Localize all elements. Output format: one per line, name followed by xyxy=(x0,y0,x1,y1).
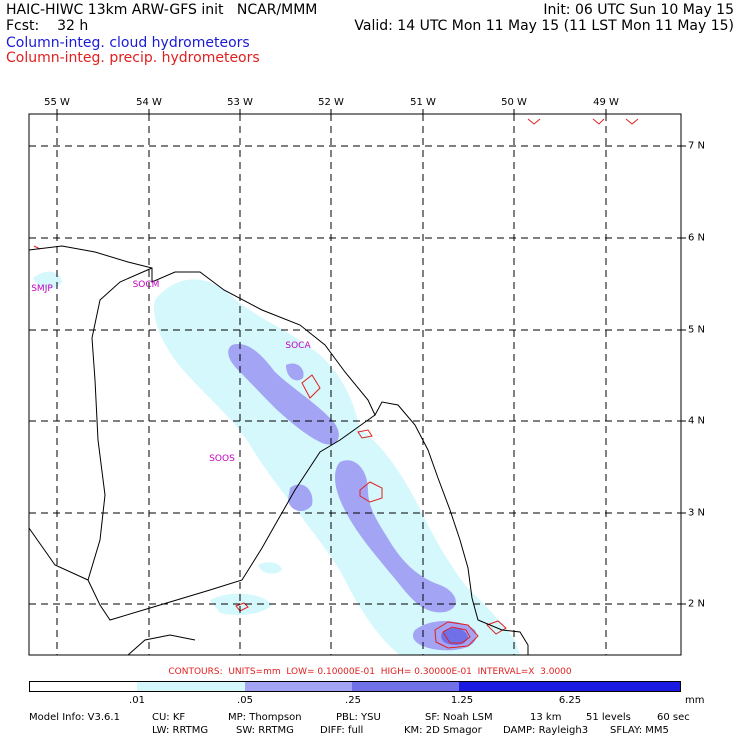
lon-label-50w: 50 W xyxy=(501,97,527,108)
cloud-medium-band-south xyxy=(335,460,456,613)
valid-time: Valid: 14 UTC Mon 11 May 15 (11 LST Mon … xyxy=(354,18,734,34)
colorbar-segment-heavy xyxy=(351,682,459,691)
lat-label-3n: 3 N xyxy=(688,507,706,519)
legend-cloud-hydrometeors: Column-integ. cloud hydrometeors xyxy=(6,35,250,51)
lat-lon-grid xyxy=(29,114,681,655)
precip-contour-8 xyxy=(527,118,541,125)
lon-label-51w: 51 W xyxy=(410,97,436,108)
footer-timestep: 60 sec xyxy=(657,712,690,723)
footer-km: KM: 2D Smagor xyxy=(404,725,482,736)
precip-contour-10 xyxy=(625,118,639,125)
footer-model-info: Model Info: V3.6.1 xyxy=(29,712,120,723)
forecast-hour: Fcst: 32 h xyxy=(6,18,88,34)
border-south xyxy=(127,634,196,655)
cloud-heavy-shading xyxy=(441,627,468,646)
colorbar-tick-1: .01 xyxy=(129,695,145,706)
border-east xyxy=(87,414,376,621)
cloud-light-area-mid xyxy=(258,562,282,574)
lat-label-4n: 4 N xyxy=(688,415,706,427)
colorbar-segment-white xyxy=(30,682,138,691)
precip-contour-9 xyxy=(592,118,605,125)
precip-contour-5 xyxy=(434,621,479,649)
station-soca: SOCA xyxy=(285,341,311,351)
axis-ticks xyxy=(56,109,686,605)
station-smjp: SMJP xyxy=(31,284,53,294)
colorbar-segment-medium xyxy=(244,682,352,691)
footer-sw: SW: RRTMG xyxy=(236,725,294,736)
footer-lw: LW: RRTMG xyxy=(152,725,209,736)
map-frame xyxy=(28,113,682,656)
map-title-line: HAIC-HIWC 13km ARW-GFS init NCAR/MMM xyxy=(6,2,317,18)
precip-contours xyxy=(33,118,639,649)
land-outlines xyxy=(29,245,529,655)
precip-contour-1 xyxy=(301,374,321,399)
footer-resolution: 13 km xyxy=(530,712,562,723)
colorbar xyxy=(29,681,681,692)
precip-contour-7 xyxy=(486,620,507,635)
precip-contour-3 xyxy=(359,481,383,503)
cloud-medium-band-north xyxy=(228,344,339,445)
colorbar-tick-5: 6.25 xyxy=(558,695,582,706)
colorbar-segment-light xyxy=(137,682,245,691)
map-title: HAIC-HIWC 13km ARW-GFS init xyxy=(6,2,224,18)
colorbar-tick-2: .05 xyxy=(237,695,253,706)
precip-contour-2 xyxy=(357,429,373,439)
footer-diff: DIFF: full xyxy=(320,725,364,736)
forecast-label: Fcst: xyxy=(6,18,40,34)
footer-cu: CU: KF xyxy=(152,712,186,723)
station-socm: SOCM xyxy=(132,280,160,290)
lat-label-5n: 5 N xyxy=(688,324,706,336)
init-time: Init: 06 UTC Sun 10 May 15 xyxy=(543,2,734,18)
lon-label-49w: 49 W xyxy=(593,97,619,108)
cloud-medium-coast-spot xyxy=(286,363,304,381)
cloud-light-area-west xyxy=(33,271,62,290)
footer-sf: SF: Noah LSM xyxy=(425,712,493,723)
agency-label: NCAR/MMM xyxy=(236,2,318,18)
colorbar-segment-max xyxy=(459,682,680,691)
footer-damp: DAMP: Rayleigh3 xyxy=(503,725,589,736)
forecast-value: 32 h xyxy=(57,18,89,34)
cloud-heavy-core xyxy=(441,627,468,646)
lat-label-7n: 7 N xyxy=(688,140,706,152)
footer-levels: 51 levels xyxy=(586,712,631,723)
lon-label-52w: 52 W xyxy=(318,97,344,108)
footer-pbl: PBL: YSU xyxy=(336,712,381,723)
footer-mp: MP: Thompson xyxy=(228,712,302,723)
footer-sflay: SFLAY: MM5 xyxy=(610,725,669,736)
map-field xyxy=(29,114,681,655)
lon-label-54w: 54 W xyxy=(136,97,162,108)
contours-info: CONTOURS: UNITS=mm LOW= 0.10000E-01 HIGH… xyxy=(168,667,572,677)
lat-label-2n: 2 N xyxy=(688,598,706,610)
colorbar-tick-3: .25 xyxy=(345,695,361,706)
colorbar-unit: mm xyxy=(685,695,705,706)
legend-precip-hydrometeors: Column-integ. precip. hydrometeors xyxy=(6,50,260,66)
precip-contour-6 xyxy=(442,626,471,644)
precip-contour-4 xyxy=(235,602,249,612)
lon-label-53w: 53 W xyxy=(227,97,253,108)
station-soos: SOOS xyxy=(209,454,235,464)
colorbar-tick-4: 1.25 xyxy=(450,695,474,706)
lon-label-55w: 55 W xyxy=(44,97,70,108)
lat-label-6n: 6 N xyxy=(688,232,706,244)
border-west xyxy=(29,267,153,581)
